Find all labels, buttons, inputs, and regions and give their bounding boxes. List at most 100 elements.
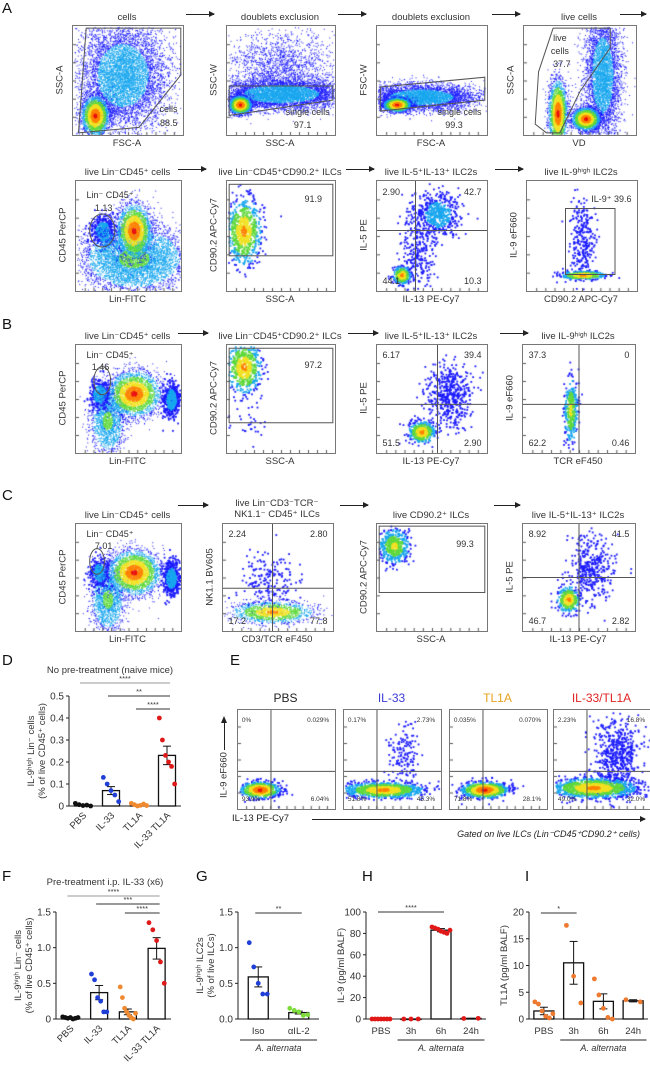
data-point xyxy=(98,998,104,1004)
data-point xyxy=(120,995,125,1000)
condition-title: TL1A xyxy=(483,691,512,705)
gate-overlay xyxy=(450,710,547,809)
flow-plot-cd90: 91.9 xyxy=(226,180,336,292)
gate-percentage: 45.3% xyxy=(416,796,436,804)
gate-overlay xyxy=(378,525,486,593)
flow-density-plot xyxy=(450,710,547,809)
gate-overlay xyxy=(565,208,616,275)
significance-stars: **** xyxy=(108,887,120,896)
gate-overlay xyxy=(89,548,105,575)
y-tick-label: 20 xyxy=(350,993,362,1004)
gate-percentage: 28.1% xyxy=(522,796,542,804)
quadrant-gate xyxy=(377,181,487,291)
data-point xyxy=(161,980,167,986)
significance-stars: ** xyxy=(276,904,282,913)
arrow-icon xyxy=(500,330,529,336)
flow-density-plot xyxy=(76,345,181,453)
gate-ellipse xyxy=(93,366,112,396)
data-point xyxy=(539,1008,545,1014)
condition-title: IL-33/TL1A xyxy=(571,691,632,705)
flow-plot-live-cells: live cells 37.7 xyxy=(523,25,637,136)
gate-overlay xyxy=(377,181,487,291)
plot-title: live IL-5⁺IL-13⁺ ILC2s xyxy=(384,331,478,342)
gate-percentage: 77.8 xyxy=(309,616,328,627)
x-tick-label: 24h xyxy=(463,1026,479,1037)
x-axis-label: IL-13 PE-Cy7 xyxy=(549,634,607,645)
flow-density-plot xyxy=(76,181,181,291)
gate-percentage: 37.7 xyxy=(553,58,571,69)
x-tick-label: TL1A xyxy=(121,810,145,834)
flow-density-plot xyxy=(524,26,636,135)
flow-density-plot xyxy=(227,181,335,291)
data-point xyxy=(401,1016,407,1022)
y-tick-label: 10 xyxy=(513,961,525,972)
y-tick-label: 0.3 xyxy=(50,736,64,747)
gate-percentage: single cells xyxy=(437,106,482,117)
y-axis-label: TL1A (pg/ml BALF) xyxy=(499,925,510,1006)
gate-ellipse xyxy=(89,548,105,575)
x-tick-label: PBS xyxy=(55,1023,76,1044)
data-point xyxy=(447,927,453,933)
gate-percentage: 2.23% xyxy=(557,716,577,724)
gate-percentage: Lin⁻ CD45⁺ xyxy=(86,189,134,200)
data-point xyxy=(130,1016,136,1022)
data-point xyxy=(158,959,163,965)
plot-title: live IL-9ʰⁱᵍʰ ILC2s xyxy=(541,331,615,342)
gate-percentage: 6.04% xyxy=(310,796,330,804)
x-tick-label: Iso xyxy=(252,1026,265,1037)
gate-rectangle xyxy=(565,208,616,275)
data-point xyxy=(80,803,86,808)
gate-overlay xyxy=(523,524,635,631)
gate-percentage: 2.24 xyxy=(228,529,247,540)
flow-density-plot xyxy=(223,524,333,631)
gate-percentage: 37.3 xyxy=(528,350,547,361)
gate-overlay xyxy=(89,213,116,248)
data-point xyxy=(84,802,90,808)
x-axis-label: SSC-A xyxy=(265,138,295,149)
x-axis-label: Lin-FITC xyxy=(109,456,146,467)
data-point xyxy=(104,781,110,787)
data-point xyxy=(117,984,123,990)
flow-plot-e-2: 0.035% 0.070% 71.8% 28.1% xyxy=(449,709,548,810)
quadrant-gate xyxy=(523,345,635,453)
plot-title: doublets exclusion xyxy=(240,12,320,23)
gate-percentage: 17.2 xyxy=(228,616,247,627)
y-tick-label: 0 xyxy=(58,802,64,813)
gate-percentage: IL-9⁺ 39.6 xyxy=(591,194,632,205)
chart-title: Pre-treatment i.p. IL-33 (x6) xyxy=(47,877,164,888)
gate-percentage: 46.7 xyxy=(528,616,547,627)
data-point xyxy=(251,964,257,970)
x-axis-label: CD90.2 APC-Cy7 xyxy=(544,294,618,305)
gate-percentage: 0 xyxy=(624,350,630,361)
data-point xyxy=(104,1009,110,1015)
flow-plot-nk11-cd3: 2.24 2.80 17.2 77.8 xyxy=(222,523,334,632)
data-point xyxy=(600,1005,606,1011)
gate-percentage: 88.5 xyxy=(159,117,178,128)
flow-plot-cd90: 99.3 xyxy=(376,523,488,632)
gate-percentage: 1.46 xyxy=(91,362,110,373)
gate-percentage: 2.90 xyxy=(463,437,482,448)
arrow-icon xyxy=(348,330,379,336)
panel-letter-c: C xyxy=(2,487,13,504)
gate-percentage: 2.73% xyxy=(416,716,436,724)
plot-title: live IL-5⁺IL-13⁺ ILC2s xyxy=(384,167,478,178)
gate-percentage: 97.1 xyxy=(293,119,312,130)
arrow-icon xyxy=(492,11,521,17)
x-axis-label: CD3/TCR eF450 xyxy=(241,634,313,645)
x-tick-label: 6h xyxy=(598,1026,609,1037)
data-point xyxy=(605,1014,611,1020)
condition-title: IL-33 xyxy=(377,691,406,705)
plot-title: live IL-9ʰⁱᵍʰ ILC2s xyxy=(544,167,618,178)
significance-stars: ** xyxy=(136,687,142,696)
bar-chart-f: Pre-treatment i.p. IL-33 (x6) 0 0.5 1.0 1.5 I… xyxy=(13,877,171,1064)
panel-letter-a: A xyxy=(2,0,13,17)
flow-density-plot xyxy=(76,524,181,631)
x-axis-label: SSC-A xyxy=(416,634,446,645)
gate-overlay xyxy=(377,345,487,453)
x-tick-label: IL-33 xyxy=(82,1023,105,1046)
bar xyxy=(430,929,452,1020)
arrowhead-icon xyxy=(221,716,227,723)
data-point xyxy=(543,1013,549,1019)
